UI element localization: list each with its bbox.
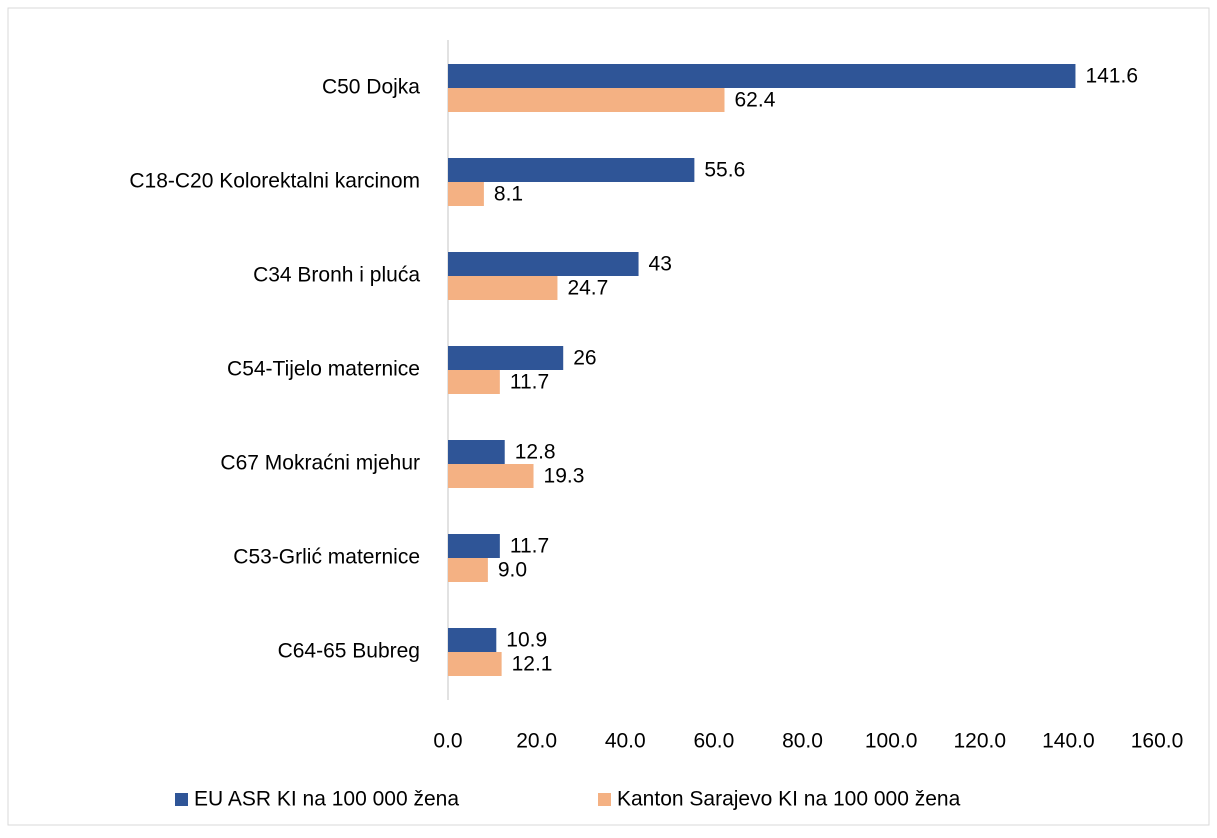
bar (448, 346, 564, 370)
data-label: 26 (573, 347, 596, 370)
y-tick-label: C53-Grlić maternice (233, 546, 420, 569)
y-tick-label: C18-C20 Kolorektalni karcinom (129, 170, 420, 193)
x-tick-label: 0.0 (433, 730, 462, 753)
data-label: 141.6 (1085, 65, 1138, 88)
data-label: 62.4 (735, 89, 776, 112)
data-label: 10.9 (506, 629, 547, 652)
bar (448, 534, 500, 558)
bar (448, 652, 502, 676)
y-tick-label: C50 Dojka (322, 76, 420, 99)
x-tick-label: 140.0 (1042, 730, 1095, 753)
data-label: 55.6 (704, 159, 745, 182)
legend-label: Kanton Sarajevo KI na 100 000 žena (617, 788, 961, 811)
y-tick-label: C64-65 Bubreg (278, 640, 420, 663)
bar (448, 558, 488, 582)
legend-swatch (175, 793, 188, 806)
x-tick-label: 160.0 (1131, 730, 1184, 753)
bar (448, 628, 497, 652)
legend-swatch (598, 793, 611, 806)
bar (448, 158, 695, 182)
data-label: 11.7 (510, 535, 549, 558)
x-tick-label: 80.0 (782, 730, 823, 753)
bar (448, 464, 534, 488)
x-tick-label: 60.0 (693, 730, 734, 753)
data-label: 12.8 (515, 441, 556, 464)
data-label: 19.3 (544, 465, 585, 488)
data-label: 8.1 (494, 183, 523, 206)
y-tick-label: C34 Bronh i pluća (253, 264, 420, 287)
data-label: 9.0 (498, 559, 527, 582)
y-tick-label: C67 Mokraćni mjehur (220, 452, 420, 475)
x-tick-label: 120.0 (953, 730, 1006, 753)
bar (448, 88, 725, 112)
x-tick-label: 40.0 (605, 730, 646, 753)
bar (448, 182, 484, 206)
bar (448, 64, 1076, 88)
data-label: 24.7 (567, 277, 608, 300)
legend-label: EU ASR KI na 100 000 žena (194, 788, 459, 811)
data-label: 11.7 (510, 371, 549, 394)
data-label: 12.1 (512, 653, 553, 676)
chart-border (7, 7, 1210, 826)
y-tick-label: C54-Tijelo maternice (227, 358, 420, 381)
bar (448, 252, 639, 276)
bar (448, 276, 558, 300)
bar (448, 440, 505, 464)
bar (448, 370, 500, 394)
x-tick-label: 20.0 (516, 730, 557, 753)
data-label: 43 (649, 253, 672, 276)
x-tick-label: 100.0 (865, 730, 918, 753)
